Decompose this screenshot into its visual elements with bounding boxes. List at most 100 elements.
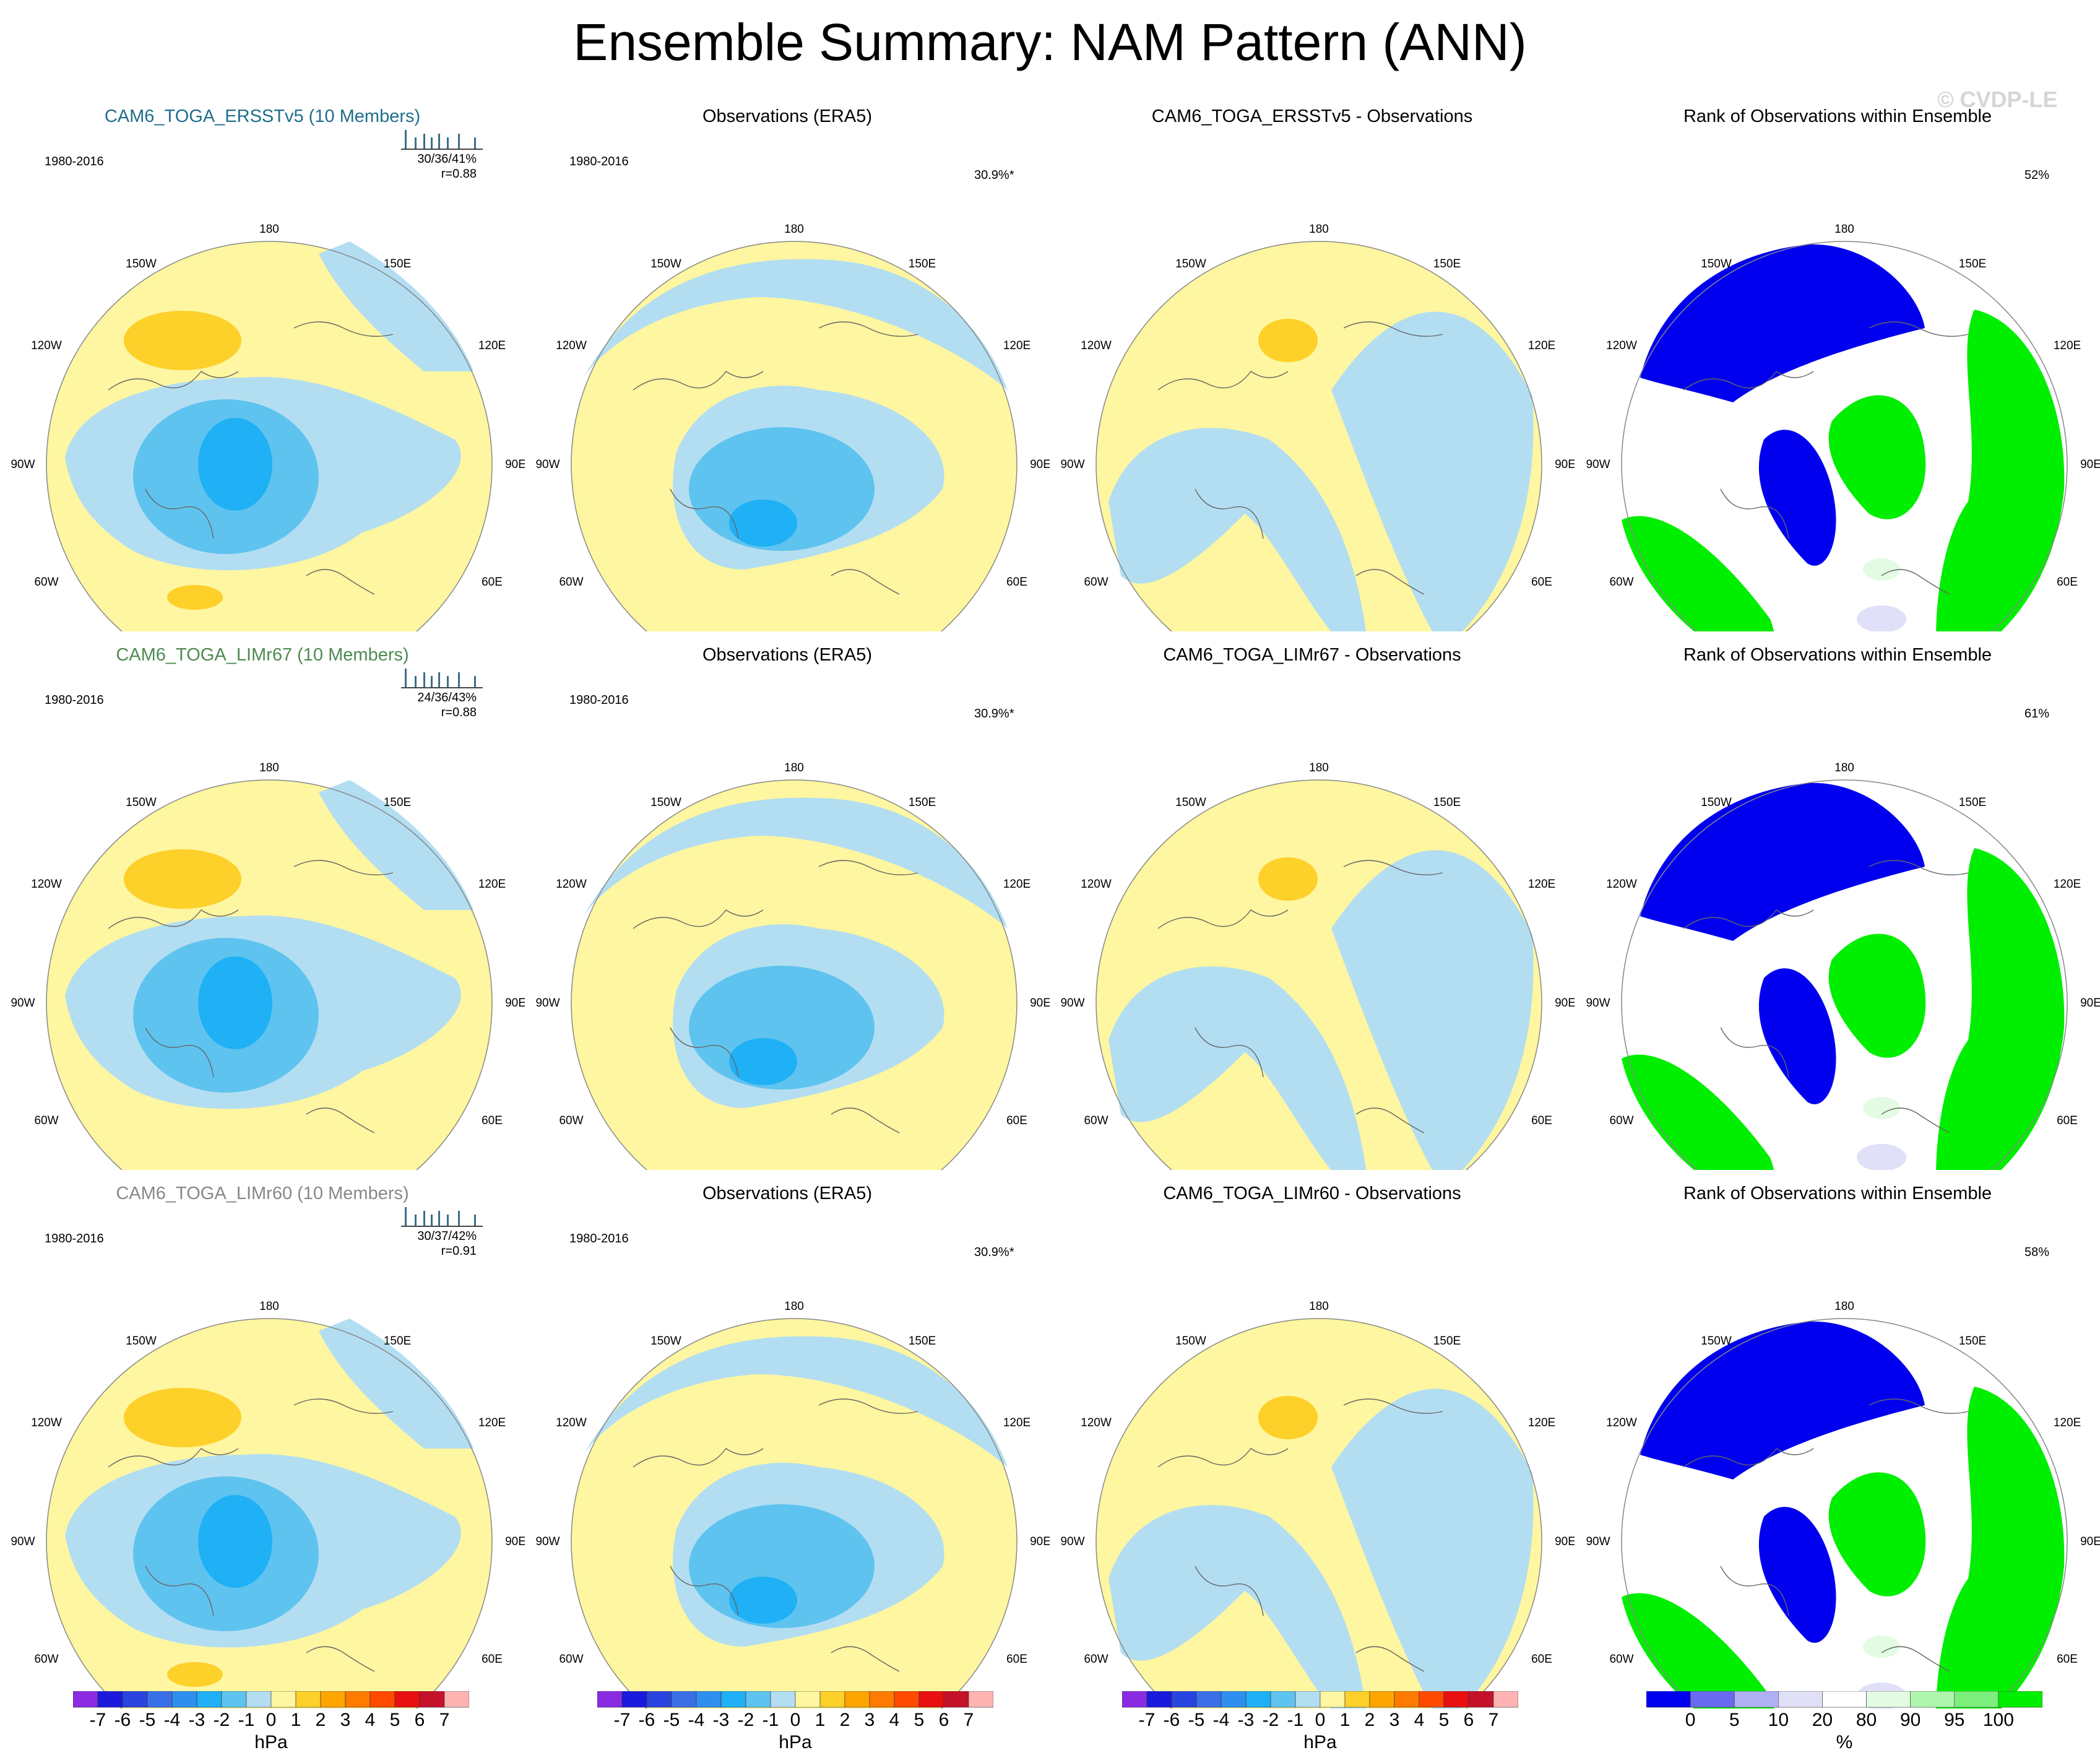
- pattern-correlation: r=0.91: [441, 1244, 477, 1258]
- lon-label-ur: 150E: [1959, 796, 1986, 809]
- colorbar-swatch: [1344, 1691, 1370, 1708]
- map-layers: [1095, 779, 1542, 1170]
- negative-center-region: [729, 1577, 797, 1624]
- colorbar-tick-label: 5: [1729, 1710, 1740, 1730]
- colorbar-tick-label: 0: [266, 1710, 277, 1730]
- coastline: [633, 321, 918, 595]
- lon-label-r60: 60E: [1531, 576, 1552, 589]
- member-tick: [405, 669, 407, 687]
- colorbar-swatch: [1493, 1691, 1518, 1708]
- colorbar-tick-label: 10: [1768, 1710, 1789, 1730]
- lon-label-ul: 150W: [1701, 258, 1732, 271]
- member-tick: [438, 134, 440, 149]
- member-rank-ticks: [401, 667, 483, 688]
- lon-label-l120: 120W: [31, 878, 62, 891]
- colorbar-tick-label: -5: [139, 1710, 156, 1730]
- colorbar-swatch: [122, 1691, 148, 1708]
- pacific-positive-center: [124, 311, 241, 370]
- lon-label-l60: 60W: [1084, 576, 1108, 589]
- colorbar-swatch: [1998, 1691, 2042, 1708]
- lon-label-r60: 60E: [1531, 1114, 1552, 1127]
- member-tick: [423, 672, 425, 687]
- colorbar-swatch: [597, 1691, 623, 1708]
- member-tick: [431, 137, 433, 149]
- negative-difference-region-east: [1331, 1388, 1534, 1709]
- lon-label-l60: 60W: [559, 1653, 583, 1666]
- colorbar-swatch: [221, 1691, 247, 1708]
- colorbar-tick-label: 2: [839, 1710, 850, 1730]
- lon-label-l90: 90W: [1060, 458, 1084, 471]
- map-layers: [1621, 241, 2068, 631]
- near-high-rank-patch: [1863, 1635, 1900, 1658]
- lon-label-ul: 150W: [1701, 1335, 1732, 1348]
- lon-label-r60: 60E: [482, 1653, 503, 1666]
- colorbar-tick-label: 6: [414, 1710, 425, 1730]
- rank-stat: 30/37/42%: [417, 1229, 477, 1243]
- atlantic-positive-center: [167, 585, 223, 610]
- period-label: 1980-2016: [569, 693, 629, 707]
- member-tick: [474, 1215, 476, 1226]
- colorbar-tick-label: -3: [188, 1710, 205, 1730]
- obs-map: 1800150W150E120W120E90W90E60W60E30W30E: [535, 1300, 1050, 1709]
- colorbar-tick-label: 4: [365, 1710, 376, 1730]
- colorbar-tick-label: 7: [439, 1710, 450, 1730]
- colorbar-tick-label: 0: [790, 1710, 801, 1730]
- colorbar-tick-label: -2: [737, 1710, 754, 1730]
- colorbar-swatch: [696, 1691, 722, 1708]
- panel-title: CAM6_TOGA_LIMr67 (10 Members): [116, 645, 409, 665]
- panel-model-row2: 1800150W150E120W120E90W90E60W60E30W30ECA…: [0, 631, 525, 1170]
- lon-label-l90: 90W: [1060, 997, 1084, 1010]
- pacific-positive-center: [124, 849, 241, 909]
- colorbar-tick-label: -6: [638, 1710, 655, 1730]
- coastline: [108, 1398, 394, 1672]
- lon-label-r120: 120E: [1003, 878, 1031, 891]
- member-tick: [405, 1207, 407, 1226]
- colorbar-tick-label: 5: [914, 1710, 925, 1730]
- colorbar-swatch: [894, 1691, 920, 1708]
- colorbar-swatch: [246, 1691, 272, 1708]
- colorbar-swatch: [1778, 1691, 1823, 1708]
- negative-difference-region-east: [1331, 850, 1534, 1170]
- negative-difference-region-west: [1108, 428, 1367, 631]
- high-rank-region-asia: [1936, 848, 2065, 1170]
- map-border: [1095, 779, 1542, 1170]
- panel-title: CAM6_TOGA_ERSSTv5 - Observations: [1151, 106, 1473, 126]
- panel-model-row1: 1800150W150E120W120E90W90E60W60E30W30ECA…: [0, 93, 525, 631]
- member-tick: [423, 1211, 425, 1226]
- lon-label-ur: 150E: [909, 258, 936, 271]
- rank-stat: 30/36/41%: [417, 152, 477, 166]
- colorbar-swatch: [745, 1691, 771, 1708]
- coastline: [1683, 321, 1969, 595]
- colorbar-unit: %: [1836, 1732, 1853, 1752]
- coastline: [108, 321, 394, 595]
- colorbar-tick-label: -7: [613, 1710, 631, 1730]
- colorbar-swatch: [1171, 1691, 1197, 1708]
- panel-title: Observations (ERA5): [702, 106, 872, 126]
- negative-center-region: [198, 1495, 272, 1588]
- lon-label-ur: 150E: [384, 796, 411, 809]
- lon-label-l120: 120W: [1606, 1416, 1637, 1429]
- colorbar-hpa-1: [73, 1691, 469, 1708]
- colorbar-tick-label: 3: [340, 1710, 351, 1730]
- lon-label-r90: 90E: [1555, 1535, 1575, 1548]
- lon-label-l90: 90W: [1060, 1535, 1084, 1548]
- colorbar-tick-label: -3: [712, 1710, 730, 1730]
- lon-label-r60: 60E: [482, 576, 503, 589]
- arctic-pacific-negative-band: [319, 780, 473, 910]
- high-rank-region-atlantic: [1622, 1054, 1774, 1170]
- colorbar-tick-label: -1: [762, 1710, 779, 1730]
- negative-difference-region-west: [1108, 1505, 1367, 1709]
- map-layers: [46, 241, 493, 631]
- negative-center-region: [729, 1038, 797, 1085]
- lon-label-top: 180: [784, 1300, 804, 1313]
- lon-label-l120: 120W: [1081, 339, 1112, 352]
- colorbar-swatch: [444, 1691, 469, 1708]
- high-rank-region-atlantic: [1622, 1593, 1774, 1709]
- colorbar-swatch: [394, 1691, 420, 1708]
- lon-label-l90: 90W: [535, 458, 560, 471]
- colorbar-swatch: [770, 1691, 796, 1708]
- low-rank-region-greenland: [1758, 1507, 1836, 1643]
- lon-label-ul: 150W: [126, 796, 157, 809]
- member-tick: [423, 134, 425, 149]
- pattern-correlation: r=0.88: [441, 706, 477, 719]
